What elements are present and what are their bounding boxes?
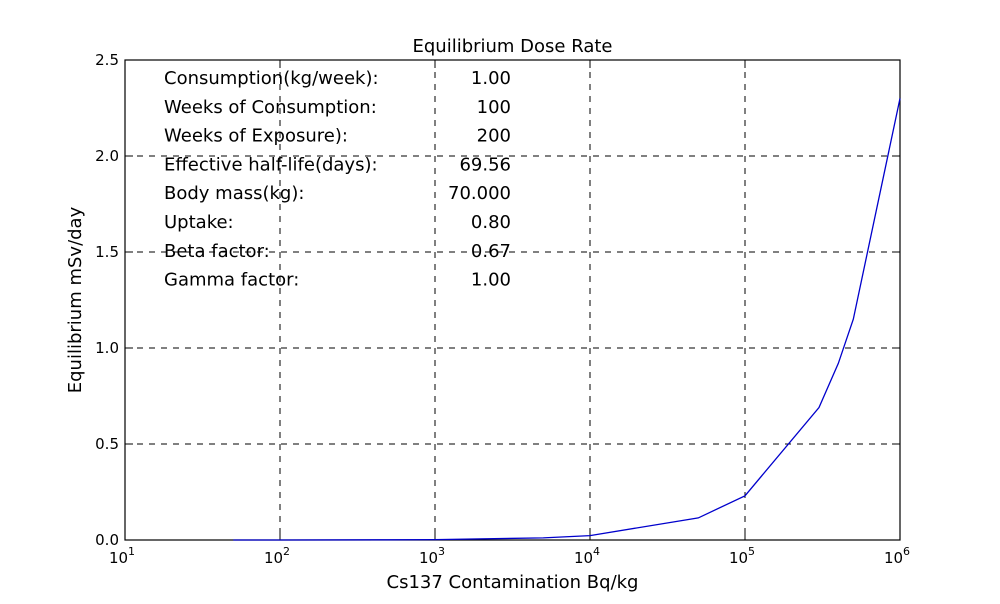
- x-tick-label: 103: [419, 545, 445, 567]
- y-tick-label: 0.0: [95, 531, 119, 549]
- y-axis-label: Equilibrium mSv/day: [65, 206, 86, 393]
- x-tick-label: 102: [264, 545, 290, 567]
- annotation-label: Uptake:: [164, 212, 234, 233]
- annotation-label: Beta factor:: [164, 241, 270, 262]
- x-tick-label: 101: [109, 545, 135, 567]
- grid: [125, 60, 900, 540]
- annotation-label: Body mass(kg):: [164, 183, 304, 204]
- parameter-annotations: Consumption(kg/week): 1.00 Weeks of Consum…: [164, 68, 511, 291]
- annotation-value: 1.00: [471, 270, 511, 291]
- annotation-label: Consumption(kg/week):: [164, 68, 379, 89]
- y-tick-label: 1.5: [95, 243, 119, 261]
- annotation-value: 69.56: [459, 154, 511, 175]
- annotation-value: 100: [477, 97, 511, 118]
- y-tick-label: 2.0: [95, 147, 119, 165]
- y-tick-label: 0.5: [95, 435, 119, 453]
- plot-frame: [124, 59, 901, 541]
- y-tick-label: 2.5: [95, 51, 119, 69]
- annotation-value: 0.80: [471, 212, 511, 233]
- annotation-label: Effective half-life(days):: [164, 154, 378, 175]
- x-tick-label: 106: [884, 545, 910, 567]
- series-layer: [233, 98, 901, 541]
- x-tick-label: 104: [574, 545, 600, 567]
- y-tick-label: 1.0: [95, 339, 119, 357]
- annotation-value: 200: [477, 126, 511, 147]
- annotation-value: 70.000: [448, 183, 511, 204]
- axis-ticks: 101 102 103 104 105 106 0.0 0.5 1.0 1.5 2.0 2.5: [95, 51, 910, 567]
- dose-rate-line: [233, 98, 901, 541]
- annotation-label: Weeks of Consumption:: [164, 97, 377, 118]
- annotation-value: 1.00: [471, 68, 511, 89]
- annotation-label: Gamma factor:: [164, 270, 299, 291]
- x-axis-label: Cs137 Contamination Bq/kg: [387, 572, 639, 593]
- annotation-label: Weeks of Exposure):: [164, 126, 348, 147]
- chart-title: Equilibrium Dose Rate: [412, 36, 612, 57]
- annotation-value: 0.67: [471, 241, 511, 262]
- x-tick-label: 105: [729, 545, 755, 567]
